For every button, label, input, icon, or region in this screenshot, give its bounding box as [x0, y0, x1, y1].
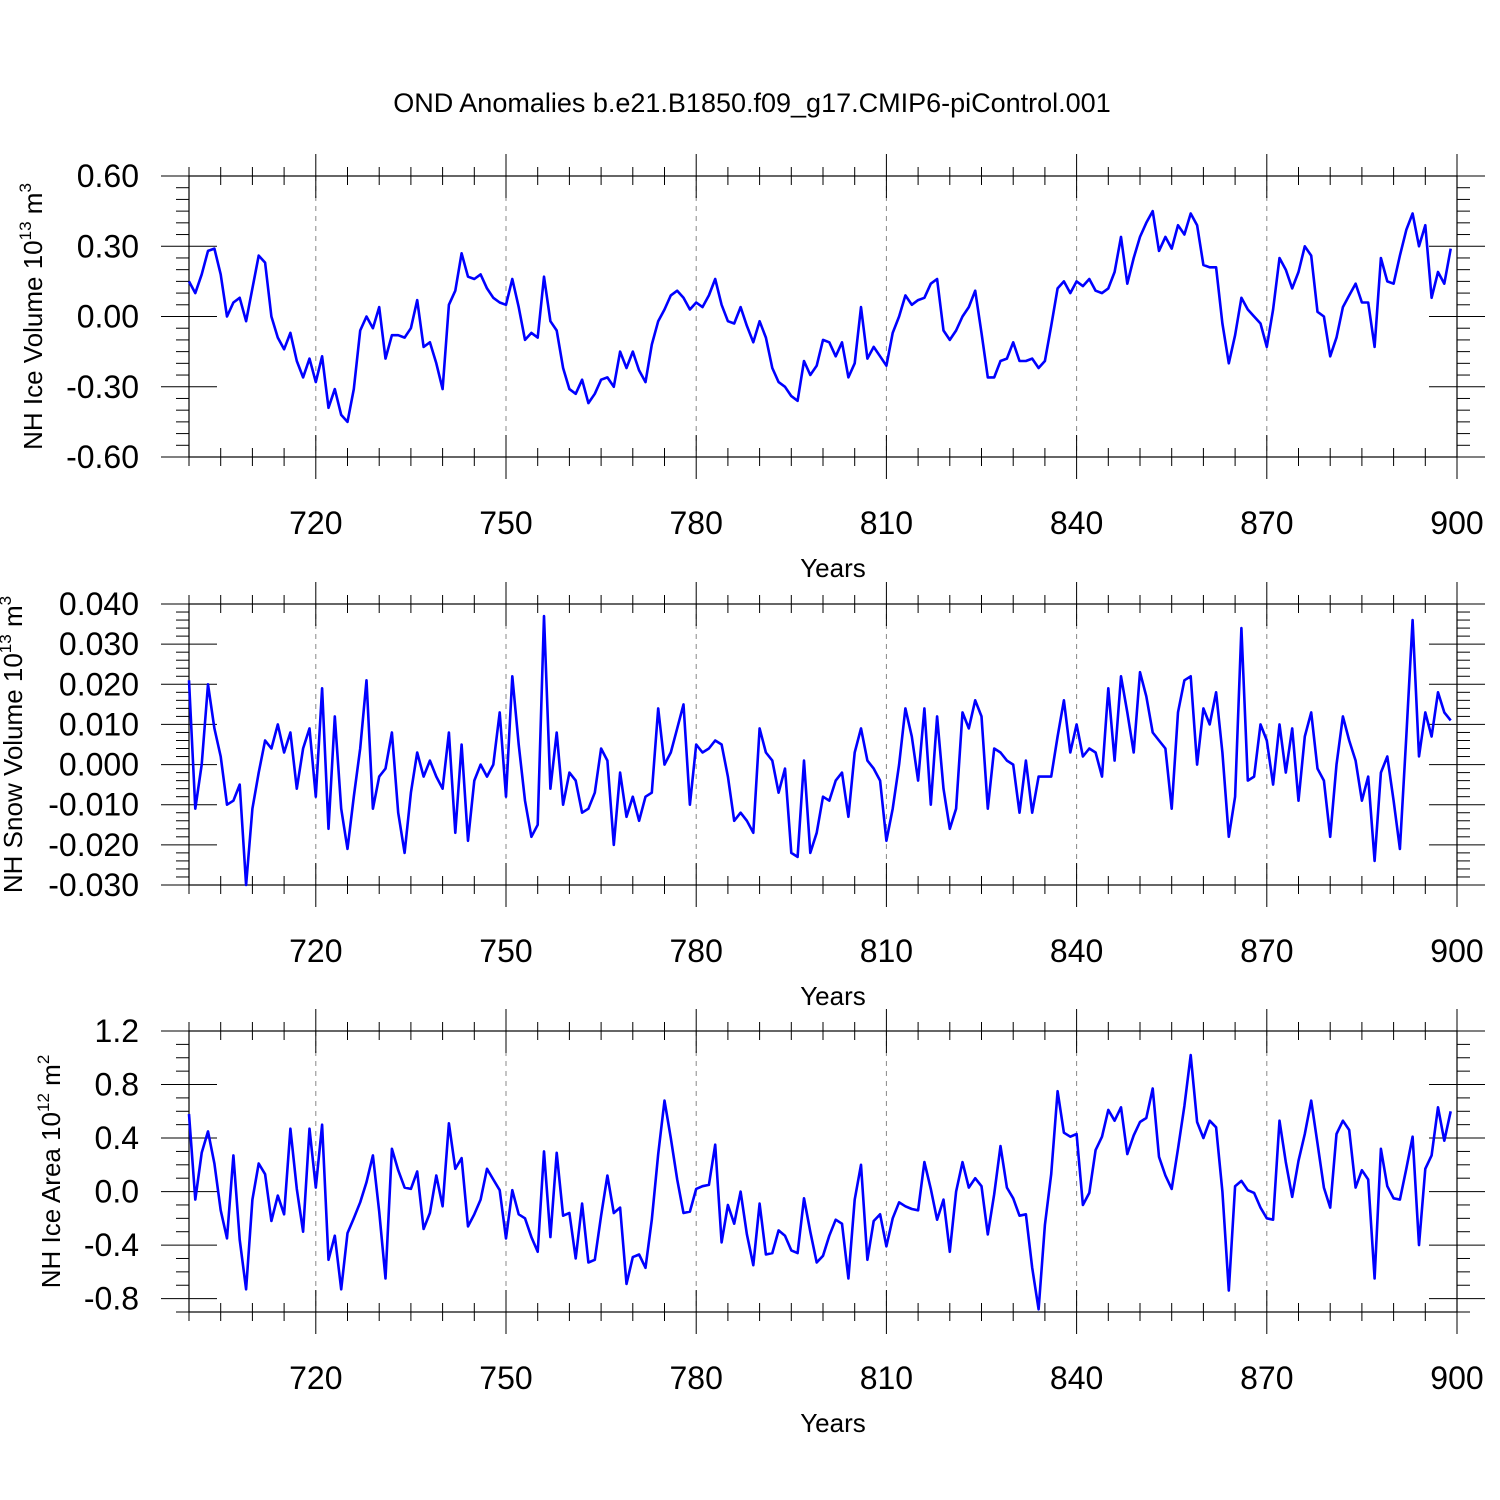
- panel1-yaxis-label: NH Ice Volume 1013 m3: [16, 183, 48, 450]
- panel3-ytick-label: -0.4: [84, 1227, 139, 1263]
- panel2-xtick-label: 870: [1240, 933, 1293, 969]
- panel3-xtick-label: 840: [1050, 1360, 1103, 1396]
- panel1-xtick-label: 810: [860, 505, 913, 541]
- panel3-xaxis-label: Years: [800, 1408, 866, 1438]
- panel3-ytick-label: 0.0: [95, 1174, 139, 1210]
- panel3-xtick-label: 870: [1240, 1360, 1293, 1396]
- panel2-xtick-label: 810: [860, 933, 913, 969]
- panel3-yaxis-label: NH Ice Area 1012 m2: [34, 1055, 66, 1289]
- panel2-xtick-label: 750: [479, 933, 532, 969]
- panel2-ytick-label: 0.000: [59, 747, 139, 783]
- panel1-xtick-label: 840: [1050, 505, 1103, 541]
- panel1-xaxis-label: Years: [800, 553, 866, 583]
- panel2-series-line: [187, 614, 1452, 887]
- panel2-ytick-label: 0.010: [59, 706, 139, 742]
- panel1-xtick-label: 900: [1430, 505, 1483, 541]
- panel3-xtick-label: 810: [860, 1360, 913, 1396]
- panel3-xtick-label: 900: [1430, 1360, 1483, 1396]
- panel3-ytick-label: -0.8: [84, 1281, 139, 1317]
- panel3-xtick-label: 750: [479, 1360, 532, 1396]
- panel1-xtick-label: 870: [1240, 505, 1293, 541]
- panel1-ytick-label: 0.00: [77, 299, 139, 335]
- panel2-ytick-label: -0.010: [48, 787, 139, 823]
- chart-title: OND Anomalies b.e21.B1850.f09_g17.CMIP6-…: [393, 88, 1110, 118]
- panel2-ytick-label: -0.030: [48, 867, 139, 903]
- panel1-ytick-label: 0.60: [77, 158, 139, 194]
- panel2-ytick-label: -0.020: [48, 827, 139, 863]
- panel2-xtick-label: 840: [1050, 933, 1103, 969]
- panel3-ytick-label: 0.4: [95, 1120, 139, 1156]
- panel1-ytick-label: 0.30: [77, 228, 139, 264]
- panel2-xtick-label: 720: [289, 933, 342, 969]
- panel2-xaxis-label: Years: [800, 981, 866, 1011]
- panel1-xtick-label: 750: [479, 505, 532, 541]
- panel1-series-line: [187, 209, 1452, 424]
- panel3-ytick-label: 1.2: [95, 1013, 139, 1049]
- panel2-ytick-label: 0.030: [59, 626, 139, 662]
- panel3-xtick-label: 780: [670, 1360, 723, 1396]
- panel2-yaxis-label: NH Snow Volume 1013 m3: [0, 596, 28, 893]
- panel2-xtick-label: 780: [670, 933, 723, 969]
- panel1-xtick-label: 780: [670, 505, 723, 541]
- panel3-xtick-label: 720: [289, 1360, 342, 1396]
- panel1-xtick-label: 720: [289, 505, 342, 541]
- panel2-ytick-label: 0.020: [59, 666, 139, 702]
- panel3-ytick-label: 0.8: [95, 1067, 139, 1103]
- panel1-ytick-label: -0.30: [66, 369, 139, 405]
- panel2-ytick-label: 0.040: [59, 586, 139, 622]
- panel3-series-line: [187, 1053, 1452, 1311]
- panel1-ytick-label: -0.60: [66, 439, 139, 475]
- panel2-xtick-label: 900: [1430, 933, 1483, 969]
